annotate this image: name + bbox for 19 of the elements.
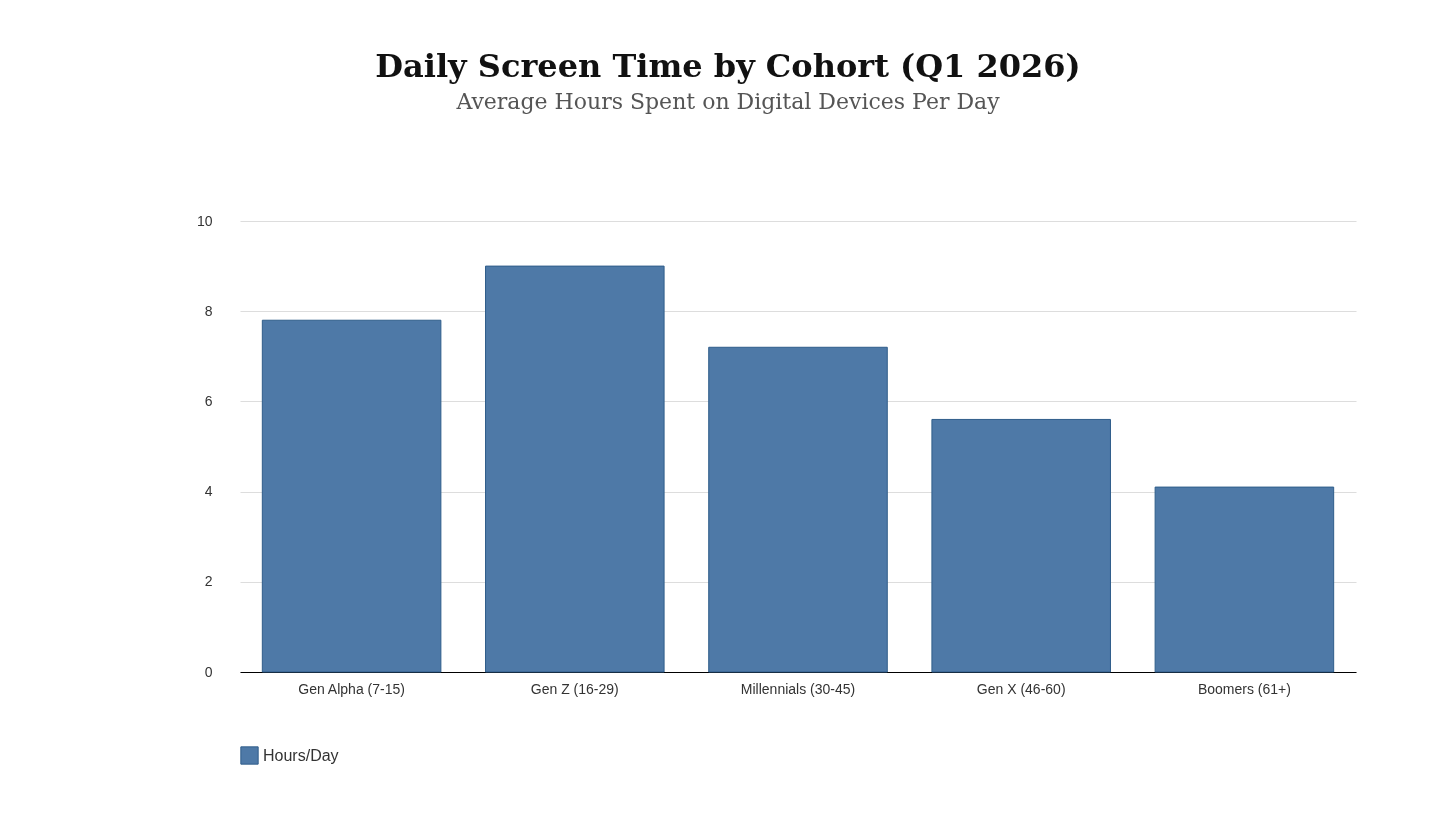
bar [708, 346, 888, 673]
chart-title: Daily Screen Time by Cohort (Q1 2026) [375, 47, 1081, 85]
x-tick-label: Millennials (30-45) [740, 680, 856, 697]
x-tick-label: Gen Z (16-29) [530, 680, 619, 697]
y-tick-label: 4 [204, 483, 213, 500]
chart-subtitle: Average Hours Spent on Digital Devices Per Day [455, 89, 1001, 114]
bar [261, 319, 442, 673]
x-tick-label: Gen X (46-60) [976, 680, 1066, 697]
x-tick-label: Boomers (61+) [1197, 680, 1291, 697]
bar [931, 418, 1111, 673]
y-tick-label: 0 [204, 663, 213, 680]
y-tick-label: 10 [196, 212, 213, 229]
y-tick-label: 2 [204, 573, 213, 590]
legend-label: Hours/Day [263, 746, 339, 764]
y-tick-label: 8 [204, 302, 213, 319]
y-tick-label: 6 [204, 392, 213, 409]
x-tick-label: Gen Alpha (7-15) [298, 680, 405, 697]
bar [1154, 486, 1335, 673]
bar [485, 265, 665, 673]
